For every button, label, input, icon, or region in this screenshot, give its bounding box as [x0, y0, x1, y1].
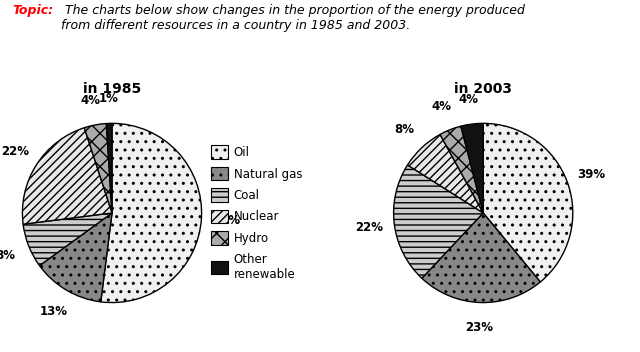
Wedge shape — [394, 165, 483, 278]
Text: 23%: 23% — [465, 321, 493, 334]
Text: Topic:: Topic: — [13, 4, 54, 17]
Text: 13%: 13% — [40, 305, 68, 318]
Text: 22%: 22% — [355, 221, 383, 234]
Text: 39%: 39% — [577, 168, 605, 181]
Wedge shape — [461, 123, 483, 213]
Wedge shape — [106, 123, 112, 213]
Wedge shape — [483, 123, 573, 282]
Wedge shape — [408, 134, 483, 213]
Wedge shape — [22, 128, 112, 224]
Wedge shape — [84, 124, 112, 213]
Wedge shape — [440, 126, 483, 213]
Wedge shape — [40, 213, 112, 302]
Wedge shape — [100, 123, 202, 303]
Title: in 1985: in 1985 — [83, 82, 141, 96]
Text: The charts below show changes in the proportion of the energy produced
from diff: The charts below show changes in the pro… — [61, 4, 525, 32]
Text: 4%: 4% — [459, 93, 479, 106]
Legend: Oil, Natural gas, Coal, Nuclear, Hydro, Other
renewable: Oil, Natural gas, Coal, Nuclear, Hydro, … — [211, 145, 302, 281]
Text: 8%: 8% — [0, 249, 15, 262]
Text: 8%: 8% — [395, 123, 415, 136]
Text: 4%: 4% — [431, 100, 451, 113]
Text: 1%: 1% — [99, 92, 118, 105]
Wedge shape — [422, 213, 540, 303]
Text: 4%: 4% — [81, 94, 100, 107]
Title: in 2003: in 2003 — [454, 82, 512, 96]
Wedge shape — [23, 213, 112, 266]
Text: 22%: 22% — [1, 145, 29, 158]
Text: 52%: 52% — [212, 214, 241, 227]
